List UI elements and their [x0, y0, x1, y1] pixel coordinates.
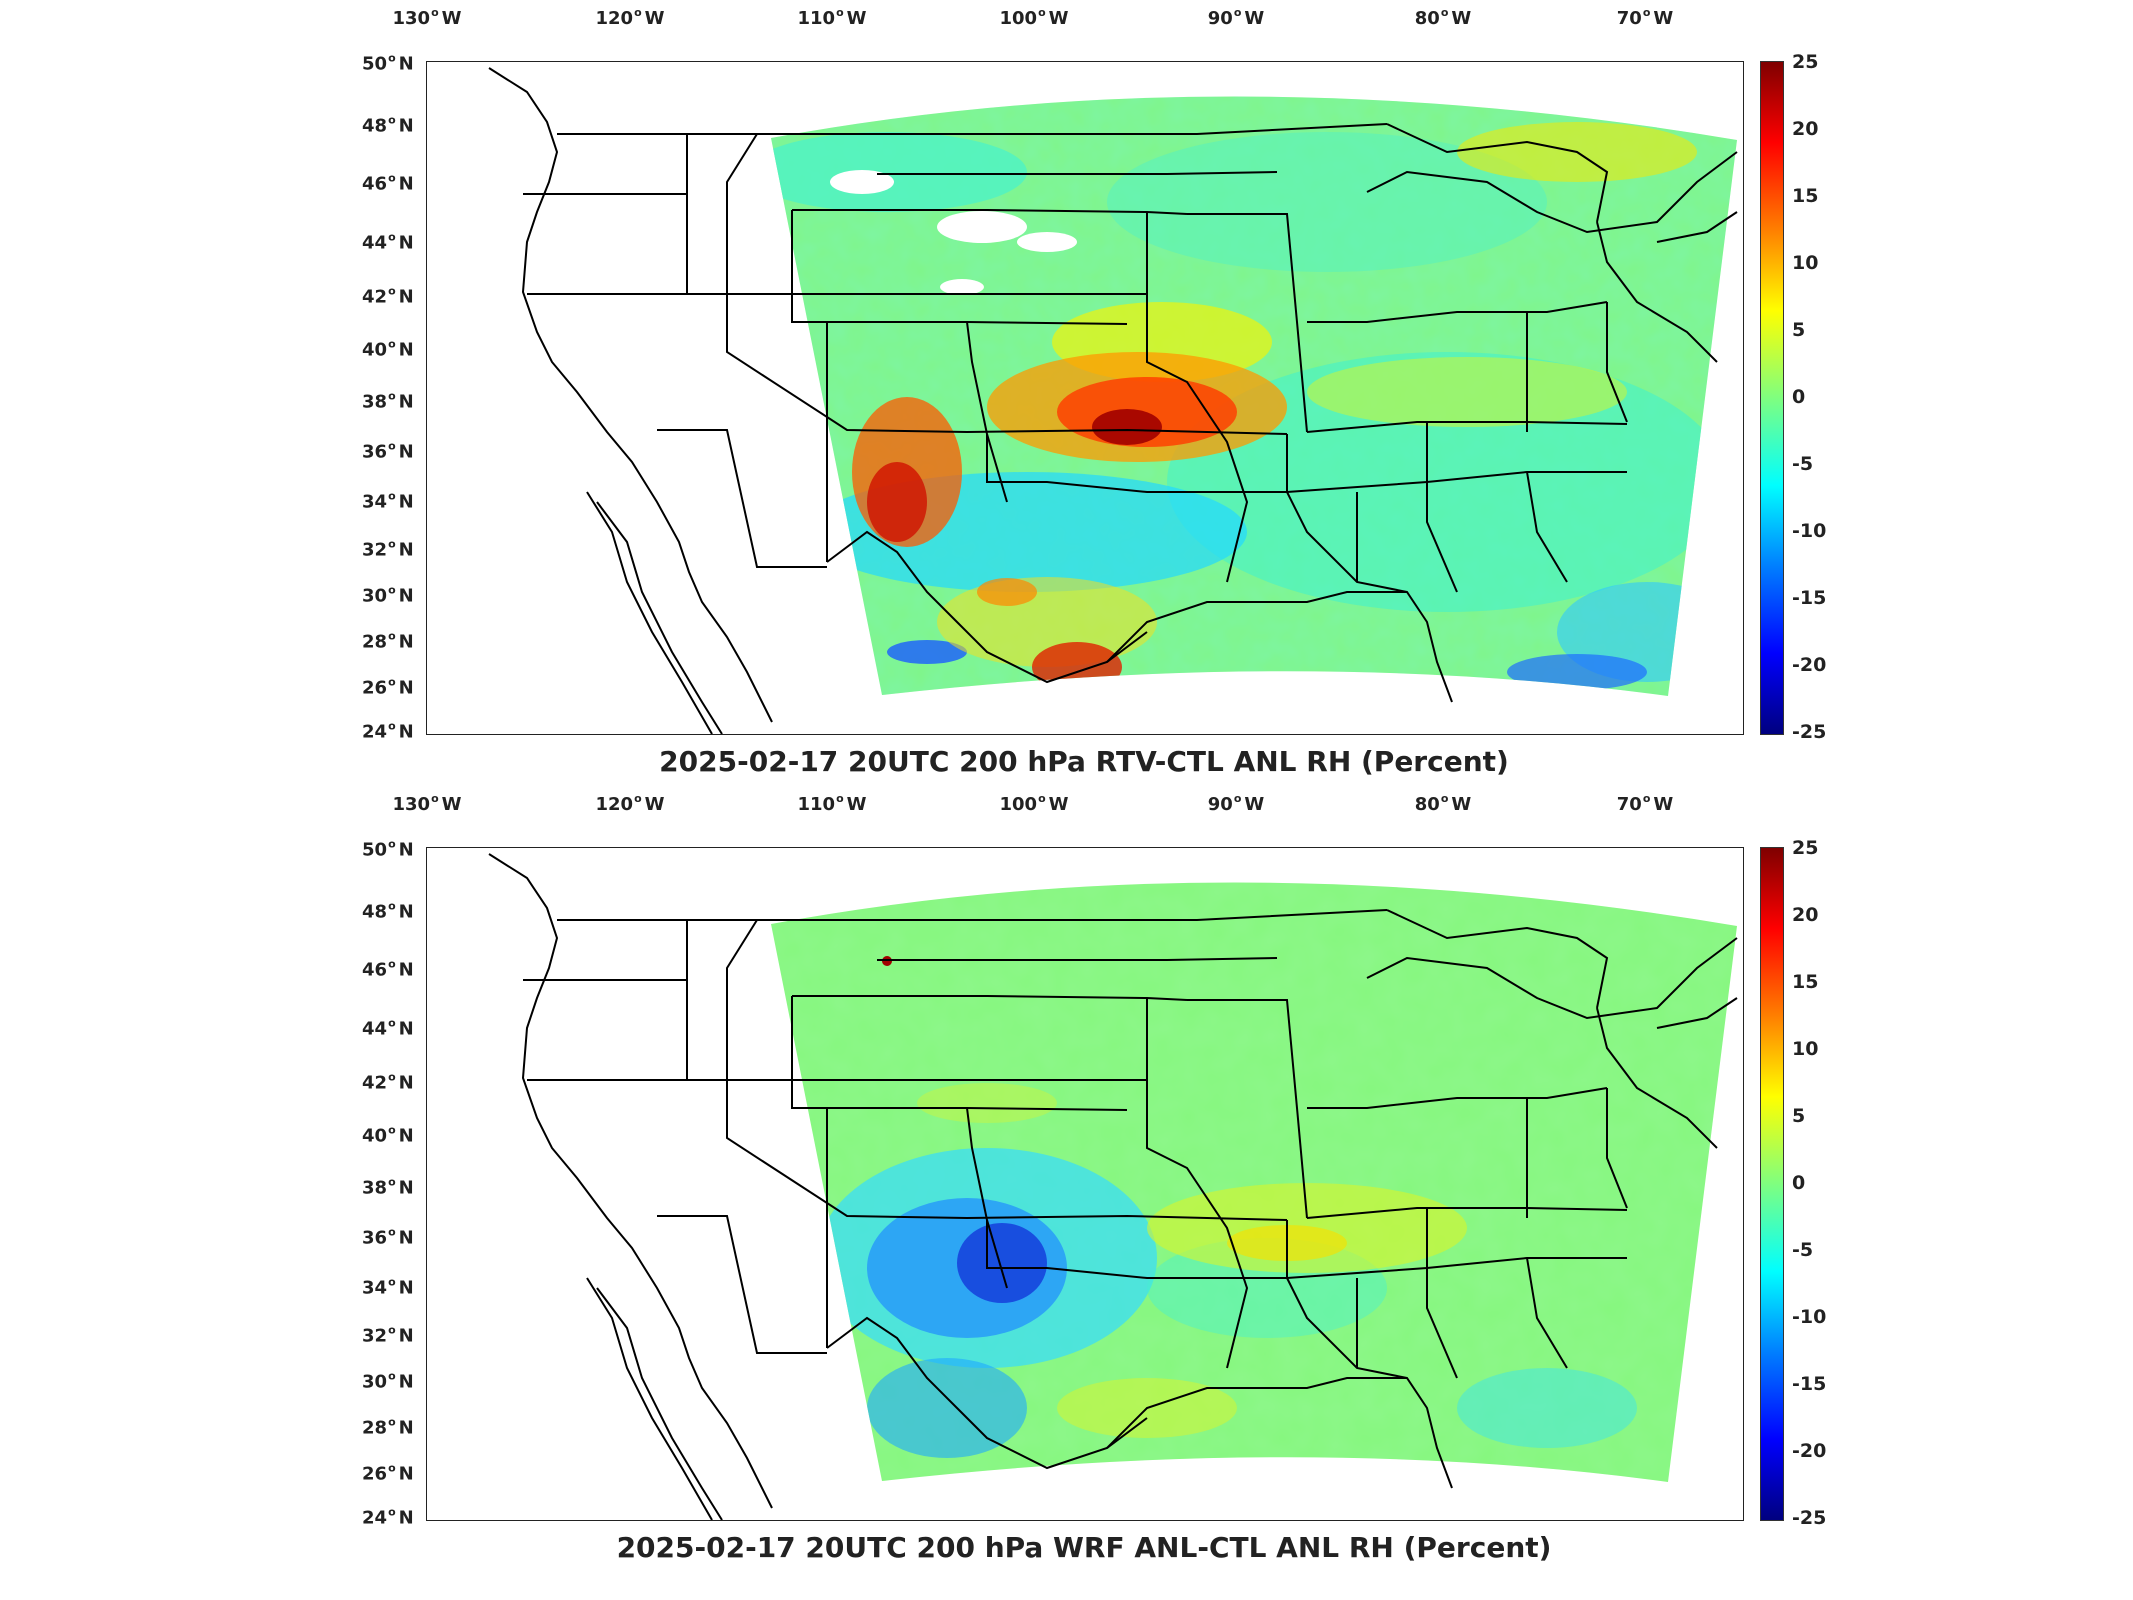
colorbar-tick: 10: [1792, 1038, 1819, 1060]
colorbar-tick: 10: [1792, 252, 1819, 274]
map-panel-rtv: 130o W 120o W 110o W 100o W 90o W 80o W 70o W 5…: [0, 0, 2133, 790]
lat-tick-40n: 40o N: [362, 1123, 414, 1147]
colorbar: [1760, 61, 1784, 735]
lon-tick-100w: 100o W: [999, 6, 1069, 29]
lon-tick-70w: 70o W: [1616, 6, 1674, 29]
lat-tick-34n: 34o N: [362, 1275, 414, 1299]
colorbar-tick: -20: [1792, 654, 1827, 676]
lat-tick-24n: 24o N: [362, 1505, 414, 1529]
lat-tick-34n: 34o N: [362, 489, 414, 513]
lon-tick-100w: 100o W: [999, 792, 1069, 815]
lat-tick-28n: 28o N: [362, 629, 414, 653]
map-plot-area: [426, 847, 1744, 1521]
lat-tick-46n: 46o N: [362, 957, 414, 981]
lat-tick-50n: 50o N: [362, 51, 414, 75]
lat-tick-48n: 48o N: [362, 113, 414, 137]
lat-tick-30n: 30o N: [362, 583, 414, 607]
lat-tick-44n: 44o N: [362, 1016, 414, 1040]
panel-title: 2025-02-17 20UTC 200 hPa RTV-CTL ANL RH …: [659, 745, 1509, 778]
lat-tick-44n: 44o N: [362, 230, 414, 254]
lat-tick-32n: 32o N: [362, 1323, 414, 1347]
colorbar-tick: 20: [1792, 904, 1819, 926]
colorbar-tick: 20: [1792, 118, 1819, 140]
lat-tick-50n: 50o N: [362, 837, 414, 861]
lon-tick-80w: 80o W: [1414, 792, 1472, 815]
lon-tick-110w: 110o W: [797, 792, 867, 815]
political-boundaries: [488, 853, 1738, 1520]
rh-field: [771, 882, 1737, 1482]
colorbar-tick: -25: [1792, 1507, 1827, 1529]
lat-tick-48n: 48o N: [362, 899, 414, 923]
colorbar-tick: 25: [1792, 51, 1819, 73]
lon-tick-120w: 120o W: [595, 792, 665, 815]
lat-tick-42n: 42o N: [362, 284, 414, 308]
colorbar-tick: -15: [1792, 1373, 1827, 1395]
lat-tick-38n: 38o N: [362, 389, 414, 413]
colorbar-tick: 5: [1792, 1105, 1806, 1127]
colorbar-tick: 25: [1792, 837, 1819, 859]
colorbar-tick: -25: [1792, 721, 1827, 743]
lat-tick-36n: 36o N: [362, 1225, 414, 1249]
lon-tick-90w: 90o W: [1207, 6, 1265, 29]
lat-tick-26n: 26o N: [362, 675, 414, 699]
map-svg: [488, 67, 1738, 734]
colorbar-tick: 15: [1792, 185, 1819, 207]
colorbar-tick: -10: [1792, 1306, 1827, 1328]
lat-tick-42n: 42o N: [362, 1070, 414, 1094]
rh-field: [771, 96, 1737, 696]
colorbar-tick: 0: [1792, 386, 1806, 408]
colorbar: [1760, 847, 1784, 1521]
lat-tick-38n: 38o N: [362, 1175, 414, 1199]
political-boundaries: [488, 67, 1738, 734]
colorbar-tick: -5: [1792, 453, 1814, 475]
lat-tick-40n: 40o N: [362, 337, 414, 361]
colorbar-tick: 15: [1792, 971, 1819, 993]
lat-tick-26n: 26o N: [362, 1461, 414, 1485]
map-panel-wrf: 130o W 120o W 110o W 100o W 90o W 80o W 70o W 5…: [0, 786, 2133, 1600]
colorbar-tick: -20: [1792, 1440, 1827, 1462]
lon-tick-130w: 130o W: [392, 6, 462, 29]
colorbar-tick: 0: [1792, 1172, 1806, 1194]
colorbar-tick: 5: [1792, 319, 1806, 341]
panel-title: 2025-02-17 20UTC 200 hPa WRF ANL-CTL ANL…: [616, 1531, 1552, 1564]
lat-tick-28n: 28o N: [362, 1415, 414, 1439]
lon-tick-90w: 90o W: [1207, 792, 1265, 815]
colorbar-tick: -15: [1792, 587, 1827, 609]
lat-tick-36n: 36o N: [362, 439, 414, 463]
colorbar-tick: -10: [1792, 520, 1827, 542]
lat-tick-32n: 32o N: [362, 537, 414, 561]
lat-tick-46n: 46o N: [362, 171, 414, 195]
lon-tick-120w: 120o W: [595, 6, 665, 29]
lon-tick-70w: 70o W: [1616, 792, 1674, 815]
lon-tick-110w: 110o W: [797, 6, 867, 29]
map-plot-area: [426, 61, 1744, 735]
lon-tick-130w: 130o W: [392, 792, 462, 815]
lon-tick-80w: 80o W: [1414, 6, 1472, 29]
map-svg: [488, 853, 1738, 1520]
lat-tick-30n: 30o N: [362, 1369, 414, 1393]
colorbar-tick: -5: [1792, 1239, 1814, 1261]
lat-tick-24n: 24o N: [362, 719, 414, 743]
